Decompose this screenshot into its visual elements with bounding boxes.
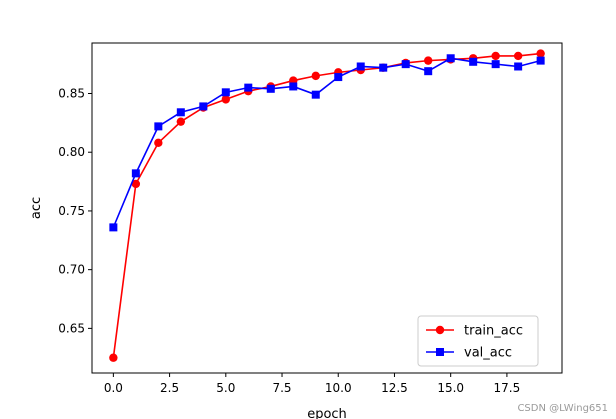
data-point-val_acc	[446, 54, 455, 63]
y-tick-label: 0.75	[58, 204, 85, 218]
data-point-val_acc	[424, 67, 433, 76]
data-point-train_acc	[491, 51, 500, 61]
data-point-train_acc	[109, 353, 118, 362]
data-point-val_acc	[311, 90, 320, 99]
legend-box	[417, 315, 539, 367]
data-point-val_acc	[154, 122, 163, 131]
data-point-val_acc	[356, 62, 365, 71]
legend-label-val_acc: val_acc	[464, 346, 512, 361]
data-point-train_acc	[536, 49, 545, 58]
x-tick-label: 2.5	[160, 381, 179, 395]
data-point-train_acc	[423, 56, 433, 65]
x-axis-label: epoch	[307, 407, 347, 419]
y-tick-label: 0.70	[58, 263, 85, 277]
data-point-val_acc	[109, 223, 118, 232]
x-axis-ticks: 0.0 2.5 5.0 7.5 10.0 12.5 15.0 17.5	[104, 373, 520, 395]
x-tick-label: 5.0	[216, 381, 235, 395]
data-point-val_acc	[221, 88, 230, 97]
data-point-train_acc	[176, 117, 186, 126]
data-point-train_acc	[154, 138, 163, 148]
data-point-train_acc	[131, 179, 141, 189]
watermark: CSDN @LWing651	[517, 403, 608, 414]
data-point-val_acc	[176, 108, 185, 117]
legend: train_acc val_acc	[417, 315, 539, 367]
x-tick-label: 12.5	[381, 381, 408, 395]
data-point-val_acc	[334, 73, 343, 82]
x-tick-label: 0.0	[104, 381, 123, 395]
data-point-train_acc	[311, 71, 320, 81]
data-point-val_acc	[514, 62, 523, 71]
y-tick-label: 0.85	[58, 86, 85, 100]
data-point-val_acc	[289, 82, 298, 91]
legend-marker-val_acc	[436, 348, 444, 356]
x-tick-label: 15.0	[437, 381, 464, 395]
x-tick-label: 7.5	[272, 381, 291, 395]
y-axis-label: acc	[29, 197, 44, 219]
data-point-train_acc	[221, 95, 231, 104]
data-point-val_acc	[491, 60, 500, 69]
data-point-val_acc	[536, 56, 545, 65]
data-point-val_acc	[401, 60, 410, 69]
data-point-val_acc	[379, 63, 388, 72]
data-point-train_acc	[513, 51, 523, 61]
y-tick-label: 0.80	[58, 145, 85, 159]
data-point-val_acc	[131, 169, 140, 178]
y-tick-label: 0.65	[58, 321, 85, 335]
legend-marker-train_acc	[435, 325, 445, 335]
data-point-val_acc	[199, 102, 208, 111]
data-point-val_acc	[266, 84, 275, 93]
legend-label-train_acc: train_acc	[464, 324, 523, 339]
data-point-val_acc	[469, 57, 478, 66]
x-tick-label: 10.0	[325, 381, 352, 395]
data-point-val_acc	[244, 83, 253, 92]
series-layer	[109, 49, 545, 362]
y-axis-ticks: 0.65 0.70 0.75 0.80 0.85	[58, 86, 92, 335]
x-tick-label: 17.5	[494, 381, 521, 395]
